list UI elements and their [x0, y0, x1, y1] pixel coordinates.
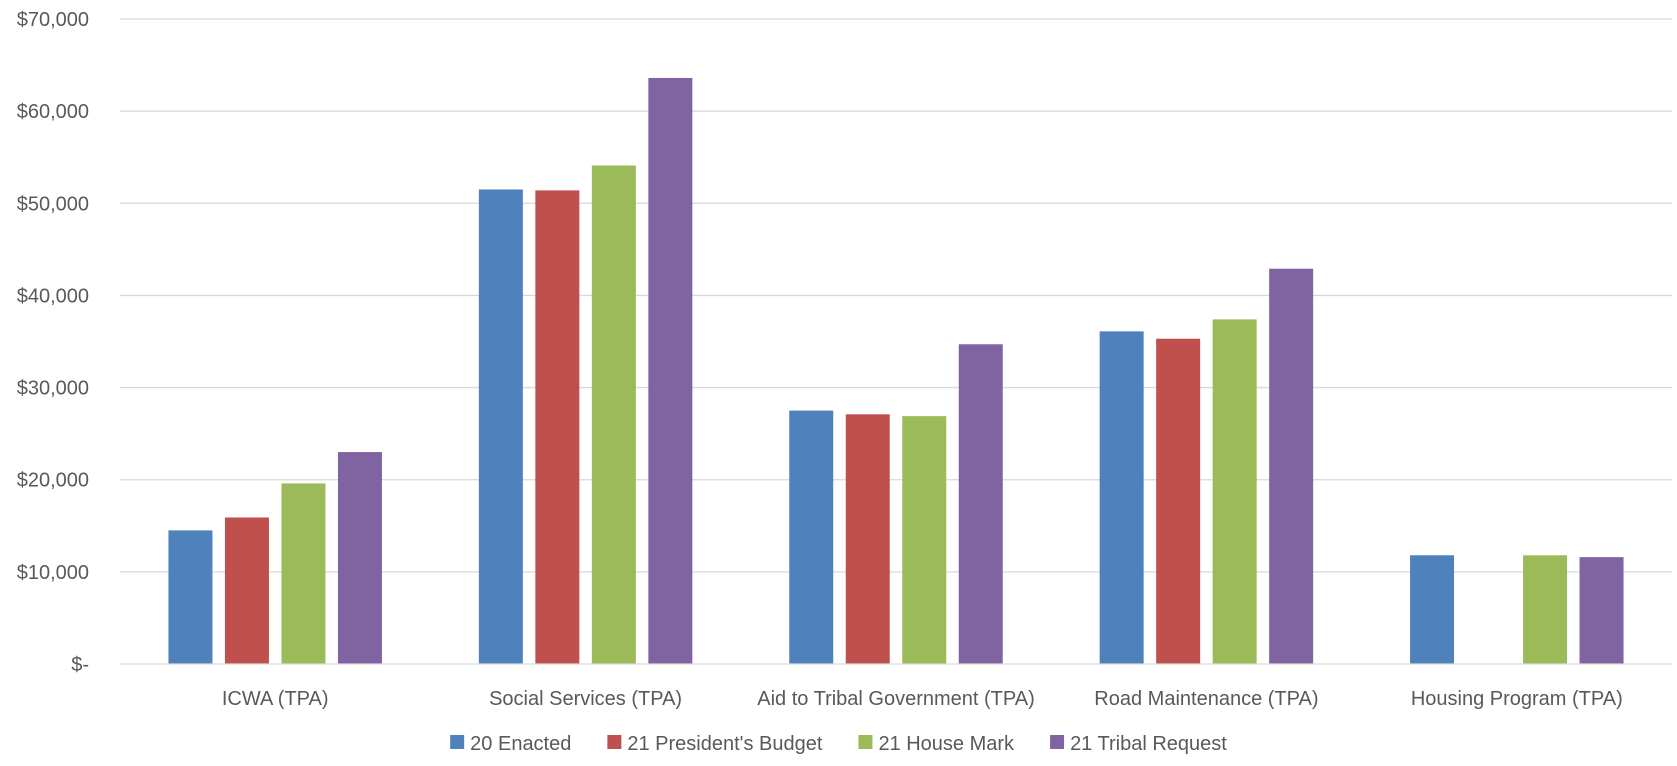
bar-3-1: [1156, 338, 1201, 664]
x-tick-label: Aid to Tribal Government (TPA): [757, 688, 1035, 710]
bars: [168, 77, 1624, 664]
x-tick-label: Social Services (TPA): [489, 688, 682, 710]
bar-1-3: [648, 77, 693, 664]
legend: 20 Enacted 21 President's Budget 21 House …: [450, 733, 1227, 755]
y-tick-label: $10,000: [17, 562, 89, 584]
x-tick-label: Housing Program (TPA): [1411, 688, 1623, 710]
y-tick-label: $-: [71, 654, 89, 676]
bar-0-1: [224, 517, 269, 664]
legend-swatch: [607, 735, 622, 749]
bar-3-3: [1269, 268, 1314, 664]
bar-2-0: [789, 410, 834, 664]
y-tick-label: $30,000: [17, 378, 89, 400]
bar-4-2: [1523, 555, 1568, 664]
bar-0-2: [281, 483, 326, 664]
y-axis-ticks: $- $10,000 $20,000 $30,000 $40,000 $50,000 $60…: [17, 9, 89, 676]
y-tick-label: $40,000: [17, 285, 89, 307]
bar-2-1: [845, 414, 890, 664]
bar-4-0: [1410, 555, 1455, 664]
x-axis-ticks: ICWA (TPA) Social Services (TPA) Aid to Tr…: [222, 688, 1623, 710]
y-tick-label: $60,000: [17, 101, 89, 123]
bar-1-0: [478, 189, 523, 664]
bar-2-2: [902, 416, 947, 664]
legend-swatch: [1050, 735, 1065, 749]
legend-label: 20 Enacted: [470, 733, 571, 755]
legend-label: 21 President's Budget: [627, 733, 823, 755]
legend-swatch: [858, 735, 873, 749]
bar-0-0: [168, 530, 213, 664]
bar-3-0: [1099, 331, 1144, 664]
bar-1-2: [591, 165, 636, 664]
legend-label: 21 House Mark: [878, 733, 1015, 755]
legend-label: 21 Tribal Request: [1070, 733, 1227, 755]
y-tick-label: $20,000: [17, 470, 89, 492]
x-tick-label: Road Maintenance (TPA): [1094, 688, 1318, 710]
bar-4-3: [1579, 557, 1624, 664]
bar-1-1: [535, 190, 580, 664]
x-tick-label: ICWA (TPA): [222, 688, 329, 710]
bar-3-2: [1212, 319, 1257, 664]
y-tick-label: $70,000: [17, 9, 89, 31]
legend-swatch: [450, 735, 465, 749]
bar-2-3: [958, 344, 1003, 664]
y-tick-label: $50,000: [17, 193, 89, 215]
bar-0-3: [337, 452, 382, 664]
